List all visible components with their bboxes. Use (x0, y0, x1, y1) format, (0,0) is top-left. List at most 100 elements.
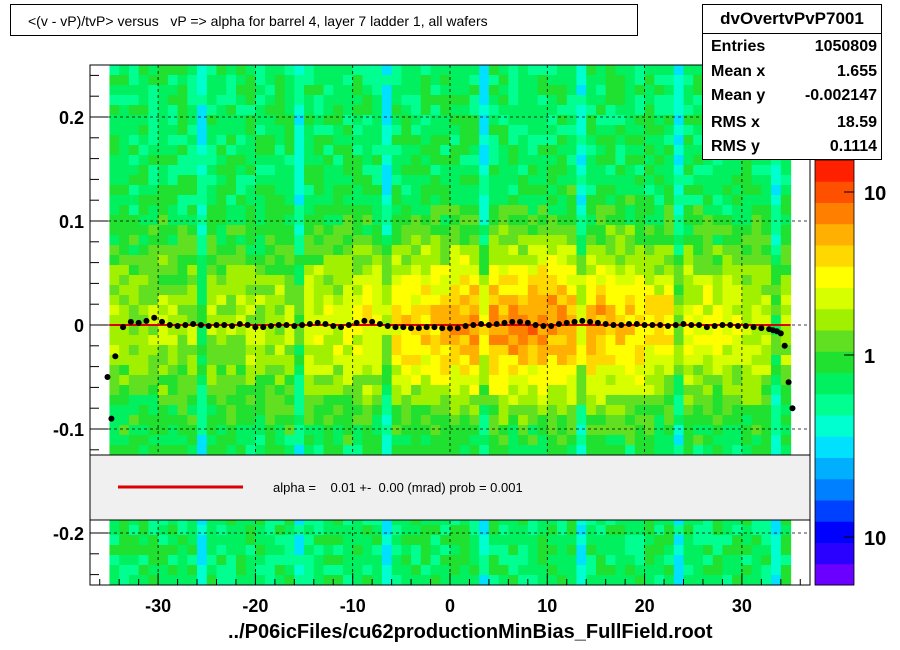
heat-cell (245, 135, 257, 146)
heat-cell (508, 265, 519, 276)
heat-cell (741, 345, 753, 356)
heat-cell (411, 555, 422, 566)
heat-cell (586, 415, 597, 426)
profile-point (376, 320, 383, 327)
heat-cell (741, 335, 753, 346)
heat-cell (167, 345, 179, 356)
heat-cell (440, 315, 451, 326)
heat-cell (732, 265, 743, 276)
heat-cell (391, 195, 402, 206)
palette-swatch (815, 202, 854, 225)
heat-cell (119, 145, 130, 156)
heat-cell (342, 295, 354, 306)
heat-cell (761, 435, 772, 446)
heat-cell (304, 75, 315, 86)
heat-cell (576, 85, 587, 96)
heat-cell (527, 155, 539, 166)
heat-cell (576, 245, 587, 256)
heat-cell (167, 395, 179, 406)
heat-cell (450, 335, 461, 346)
heat-cell (683, 295, 694, 306)
heat-cell (664, 265, 675, 276)
heat-cell (605, 125, 617, 136)
heat-cell (576, 365, 587, 376)
heat-cell (576, 345, 587, 356)
heat-cell (216, 125, 227, 136)
heat-cell (158, 395, 169, 406)
heat-cell (333, 95, 344, 106)
heat-cell (274, 245, 286, 256)
heat-cell (751, 405, 762, 416)
heat-cell (595, 235, 607, 246)
palette-tick-label: 10 (864, 528, 886, 550)
heat-cell (605, 365, 617, 376)
heat-cell (547, 265, 558, 276)
heat-cell (508, 345, 519, 356)
heat-cell (459, 135, 471, 146)
heat-cell (683, 365, 694, 376)
heat-cell (245, 375, 257, 386)
heat-cell (411, 235, 422, 246)
heat-cell (333, 265, 344, 276)
heat-cell (751, 355, 762, 366)
heat-cell (605, 265, 617, 276)
heat-cell (547, 195, 558, 206)
heat-cell (537, 575, 548, 585)
heat-cell (625, 125, 636, 136)
heat-cell (459, 555, 471, 566)
heat-cell (245, 425, 257, 436)
heat-cell (420, 365, 432, 376)
heat-cell (479, 145, 490, 156)
heat-cell (352, 235, 364, 246)
heat-cell (771, 385, 782, 396)
heat-cell (128, 525, 140, 536)
heat-cell (342, 435, 354, 446)
heat-cell (761, 405, 772, 416)
heat-cell (693, 425, 704, 436)
heat-cell (294, 225, 305, 236)
heat-cell (547, 295, 558, 306)
heat-cell (138, 95, 149, 106)
heat-cell (644, 355, 655, 366)
heat-cell (197, 315, 208, 326)
heat-cell (128, 275, 140, 286)
heat-cell (187, 315, 198, 326)
heat-cell (450, 415, 461, 426)
heat-cell (508, 305, 519, 316)
heat-cell (226, 545, 237, 556)
heat-cell (391, 215, 402, 226)
heat-cell (498, 345, 509, 356)
heat-cell (391, 245, 402, 256)
stats-key: RMS y (711, 138, 760, 155)
heat-cell (450, 255, 461, 266)
heat-cell (235, 355, 247, 366)
heat-cell (741, 555, 753, 566)
heat-cell (304, 305, 315, 316)
heat-cell (693, 525, 704, 536)
heat-cell (576, 225, 587, 236)
heat-cell (226, 385, 237, 396)
heat-cell (586, 535, 597, 546)
palette-frame (814, 159, 855, 586)
heat-cell (304, 295, 315, 306)
heat-cell (323, 355, 334, 366)
heat-cell (255, 395, 266, 406)
heat-cell (362, 525, 373, 536)
heat-cell (702, 245, 714, 256)
heat-cell (508, 95, 519, 106)
heat-cell (498, 395, 509, 406)
heat-cell (323, 265, 334, 276)
heat-cell (420, 205, 432, 216)
heat-cell (741, 385, 753, 396)
heat-cell (255, 365, 266, 376)
heat-cell (119, 435, 130, 446)
stats-box: dvOvertvPvP7001 Entries 1050809 Mean x 1… (702, 4, 882, 160)
heat-cell (771, 155, 782, 166)
heat-cell (537, 565, 548, 576)
heat-cell (391, 305, 402, 316)
heat-cell (702, 285, 714, 296)
heat-cell (158, 275, 169, 286)
heat-cell (226, 575, 237, 585)
heat-cell (751, 265, 762, 276)
heat-cell (420, 115, 432, 126)
